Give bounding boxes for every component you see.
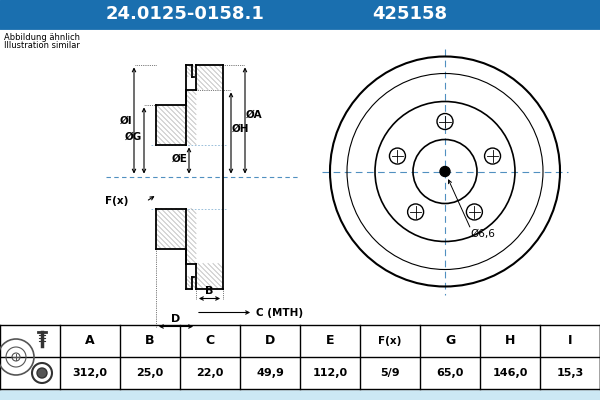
Bar [0, 0, 600, 28]
Text: 146,0: 146,0 [493, 368, 527, 378]
Text: Illustration similar: Illustration similar [4, 41, 80, 50]
Circle shape [37, 368, 47, 378]
Text: I: I [568, 334, 572, 348]
Text: 5/9: 5/9 [380, 368, 400, 378]
Text: 25,0: 25,0 [136, 368, 164, 378]
Text: F(x): F(x) [379, 336, 401, 346]
Text: H: H [505, 334, 515, 348]
Text: D: D [265, 334, 275, 348]
Circle shape [440, 166, 450, 176]
Text: ØH: ØH [232, 124, 250, 134]
Text: 65,0: 65,0 [436, 368, 464, 378]
Text: ØG: ØG [125, 132, 142, 142]
Text: ØA: ØA [246, 110, 263, 120]
Bar [0, 28, 600, 325]
Text: B: B [145, 334, 155, 348]
Bar [0, 325, 600, 389]
Text: Ø6,6: Ø6,6 [470, 230, 495, 240]
Text: ØE: ØE [172, 154, 188, 164]
Text: A: A [85, 334, 95, 348]
Text: 24.0125-0158.1: 24.0125-0158.1 [106, 5, 265, 23]
Text: C (MTH): C (MTH) [256, 308, 303, 318]
Text: F(x): F(x) [104, 196, 128, 206]
Text: 49,9: 49,9 [256, 368, 284, 378]
Text: B: B [205, 286, 214, 296]
Text: ØI: ØI [119, 116, 132, 126]
Text: 425158: 425158 [373, 5, 448, 23]
Text: E: E [326, 334, 334, 348]
Text: C: C [205, 334, 215, 348]
Text: 112,0: 112,0 [313, 368, 347, 378]
Text: 15,3: 15,3 [556, 368, 584, 378]
Circle shape [327, 54, 563, 290]
Text: Abbildung ähnlich: Abbildung ähnlich [4, 33, 80, 42]
Text: 22,0: 22,0 [196, 368, 224, 378]
Text: G: G [445, 334, 455, 348]
Text: 312,0: 312,0 [73, 368, 107, 378]
Text: D: D [172, 314, 181, 324]
